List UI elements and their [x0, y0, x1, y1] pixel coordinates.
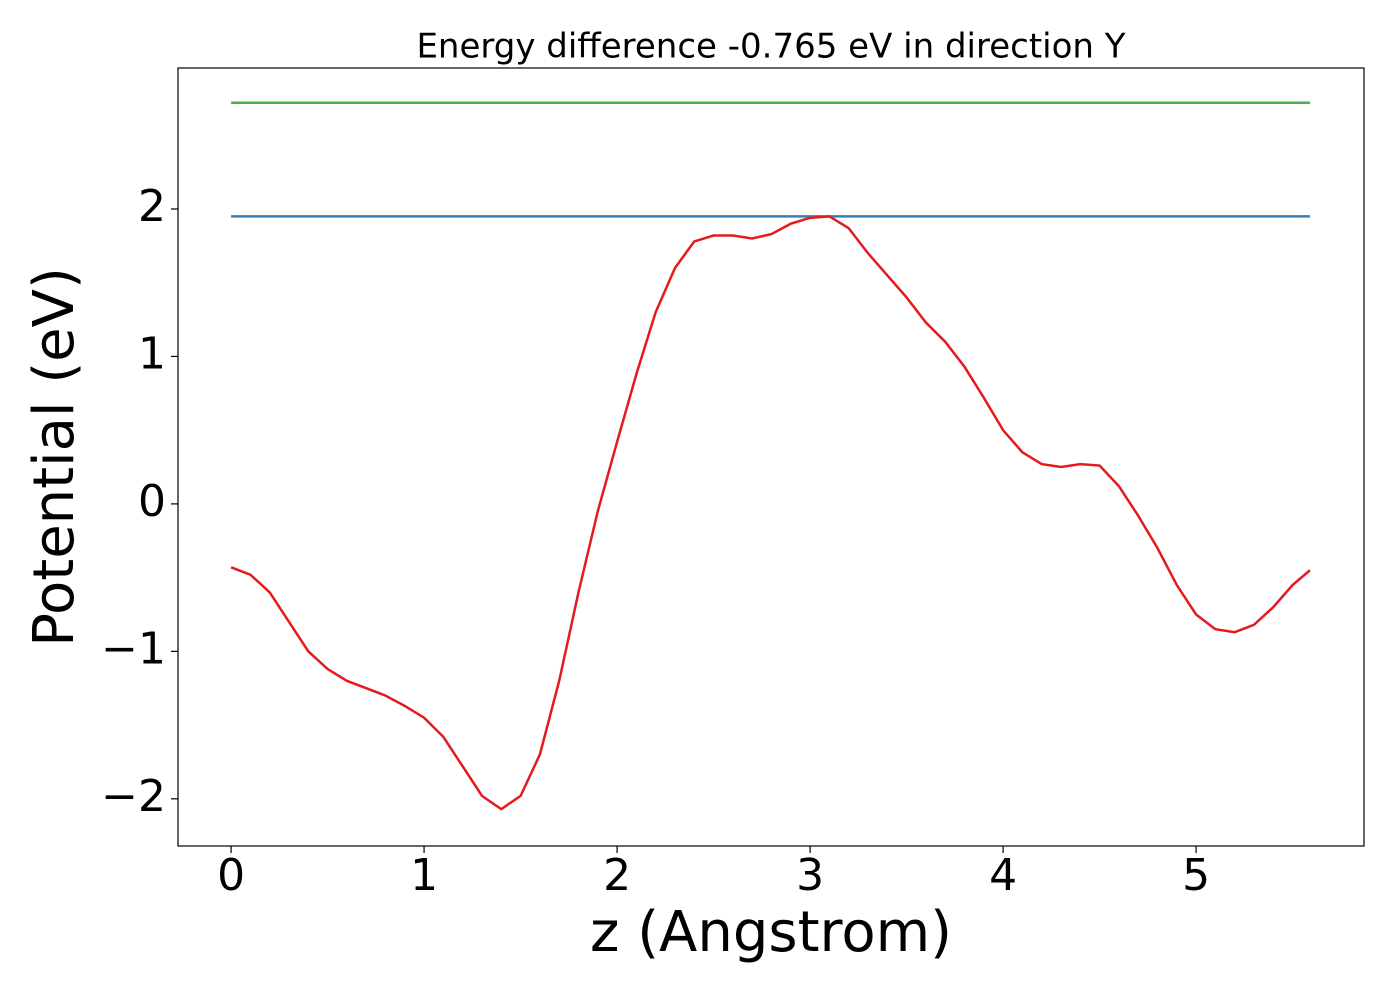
y-tick-label: 0 — [138, 476, 166, 527]
x-tick-label: 0 — [217, 850, 245, 901]
plot-frame — [177, 67, 1365, 847]
y-tick-label: 1 — [138, 328, 166, 379]
y-tick-label: −2 — [101, 771, 166, 822]
chart-title: Energy difference -0.765 eV in direction… — [416, 27, 1125, 67]
x-axis-label: z (Angstrom) — [590, 900, 952, 965]
x-tick-label: 1 — [410, 850, 438, 901]
x-tick-label: 4 — [989, 850, 1017, 901]
x-tick-label: 5 — [1182, 850, 1210, 901]
x-tick-label: 3 — [796, 850, 824, 901]
series-line — [230, 215, 1311, 811]
y-axis-label: Potential (eV) — [22, 267, 87, 647]
y-tick-label: 2 — [138, 181, 166, 232]
x-tick-label: 2 — [603, 850, 631, 901]
y-tick-label: −1 — [101, 623, 166, 674]
